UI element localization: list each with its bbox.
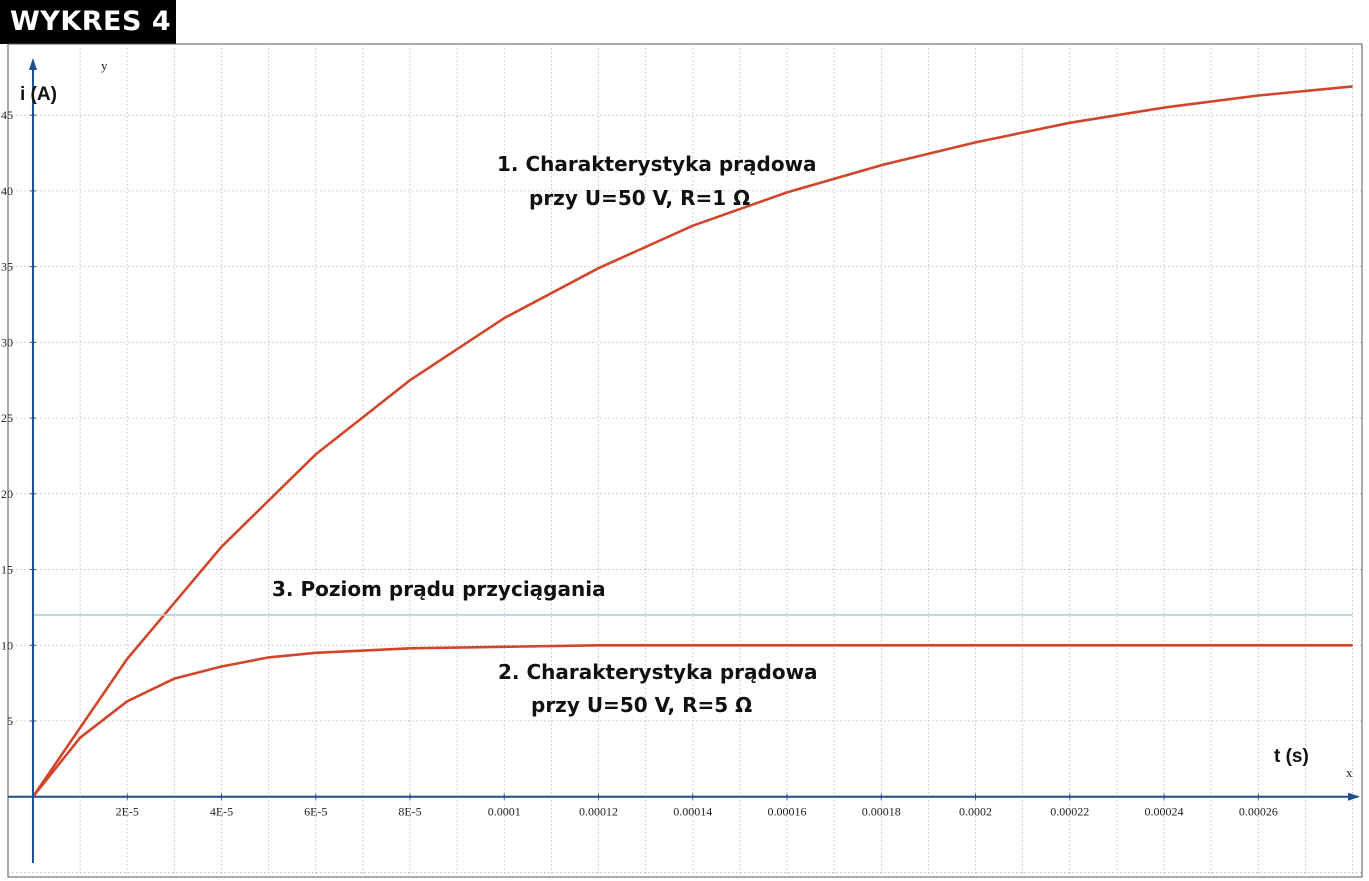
- annotation-2-line-2: przy U=50 V, R=5 Ω: [531, 693, 752, 717]
- y-tick-label: 25: [1, 411, 13, 425]
- axes: [8, 58, 1360, 863]
- x-tick-label: 0.0002: [959, 805, 992, 819]
- x-tick-label: 8E-5: [398, 805, 421, 819]
- x-tick-label: 0.00018: [862, 805, 901, 819]
- x-tick-label: 0.0001: [488, 805, 521, 819]
- y-axis-letter: y: [101, 58, 108, 73]
- series-line-1: [31, 85, 1353, 798]
- y-tick-label: 15: [1, 563, 13, 577]
- gridlines: [8, 44, 1362, 877]
- x-tick-label: 0.00012: [579, 805, 618, 819]
- annotation-1-line-1: 1. Charakterystyka prądowa: [497, 152, 817, 176]
- y-tick-label: 20: [1, 487, 13, 501]
- y-tick-label: 40: [1, 184, 13, 198]
- x-axis-letter: x: [1346, 765, 1353, 780]
- tick-labels: 2E-5 4E-5 6E-5 8E-5 0.0001 0.00012 0.00014 0.00…: [1, 108, 1278, 819]
- x-tick-label: 0.00016: [768, 805, 807, 819]
- series-layer: [31, 85, 1353, 798]
- annotation-3-line-1: 3. Poziom prądu przyciągania: [272, 577, 606, 601]
- x-tick-label: 0.00026: [1239, 805, 1278, 819]
- x-axis-title: t (s): [1274, 746, 1309, 767]
- y-axis-title: i (A): [20, 84, 57, 105]
- x-tick-label: 4E-5: [210, 805, 233, 819]
- chart-badge-title: WYKRES 4: [0, 0, 176, 44]
- y-axis-arrow: [28, 58, 37, 70]
- x-tick-label: 6E-5: [304, 805, 327, 819]
- x-tick-label: 2E-5: [116, 805, 139, 819]
- y-tick-label: 35: [1, 260, 13, 274]
- plot-frame: [7, 43, 1363, 878]
- x-tick-label: 0.00022: [1050, 805, 1089, 819]
- x-tick-label: 0.00014: [673, 805, 712, 819]
- x-axis-arrow: [1348, 792, 1360, 801]
- y-tick-label: 45: [1, 108, 13, 122]
- series-line-2: [31, 643, 1353, 798]
- y-tick-label: 30: [1, 335, 13, 349]
- annotation-1-line-2: przy U=50 V, R=1 Ω: [529, 186, 750, 210]
- y-tick-label: 5: [7, 714, 13, 728]
- y-tick-label: 10: [1, 638, 13, 652]
- annotation-2-line-1: 2. Charakterystyka prądowa: [498, 660, 818, 684]
- x-tick-label: 0.00024: [1145, 805, 1184, 819]
